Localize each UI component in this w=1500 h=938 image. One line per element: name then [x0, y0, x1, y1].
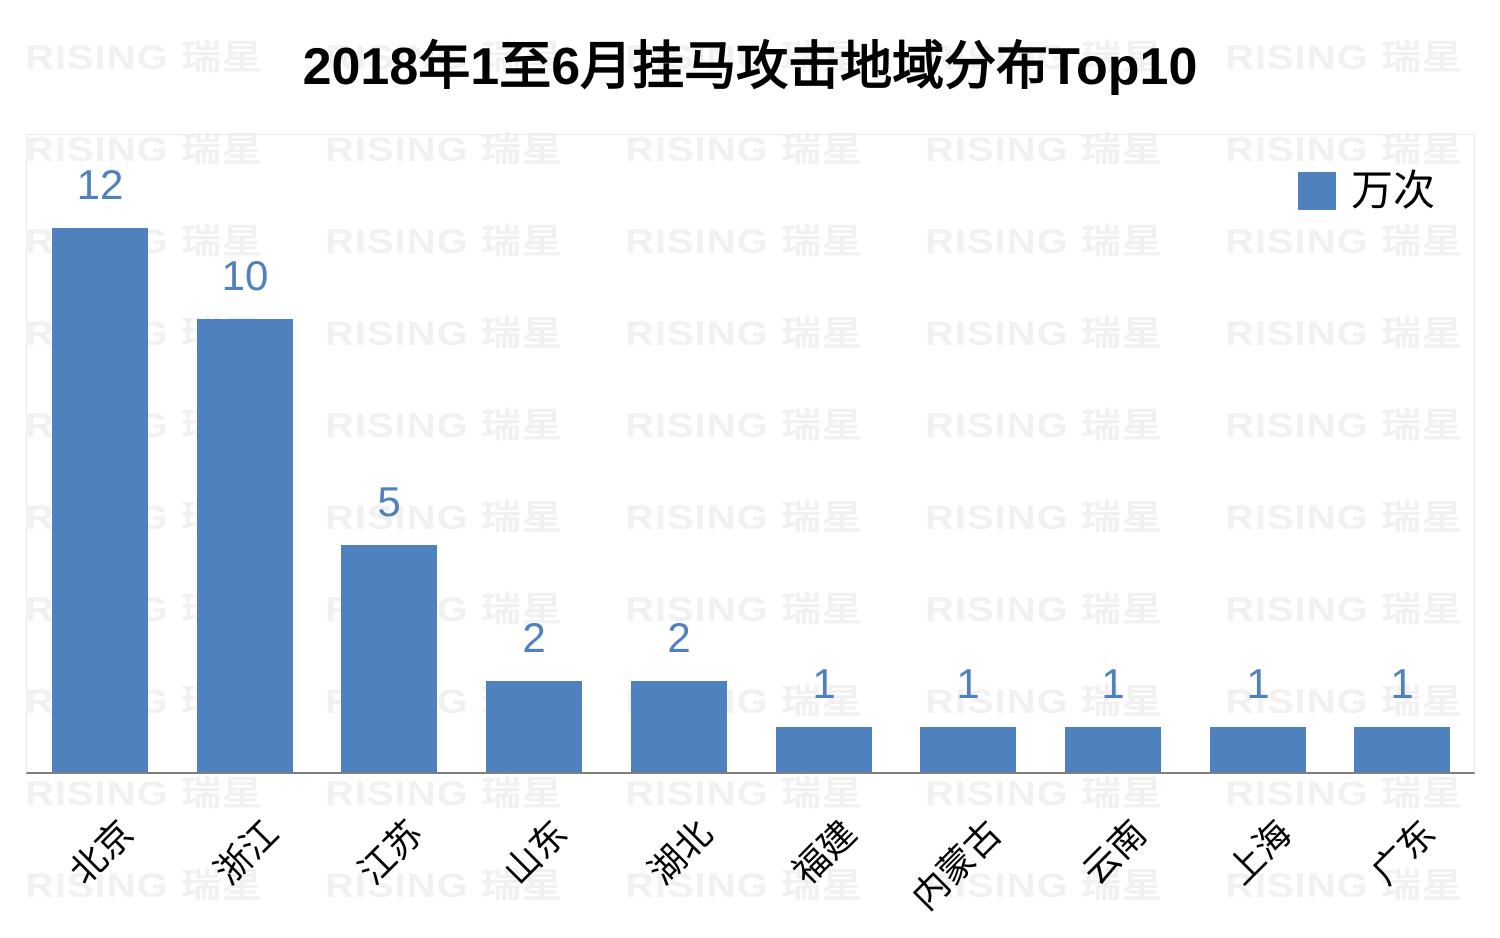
- watermark-text: RISING 瑞星: [925, 499, 1163, 537]
- bar-value-label: 2: [522, 614, 546, 661]
- watermark-text: RISING 瑞星: [925, 223, 1163, 261]
- bar-value-label: 1: [812, 660, 836, 707]
- watermark-text: RISING 瑞星: [625, 591, 863, 629]
- plot-area: 12 10 5 2 2 1 1 1 1 1: [26, 134, 1475, 774]
- bar: [486, 681, 582, 772]
- watermark-text: RISING 瑞星: [1225, 591, 1463, 629]
- watermark-text: RISING 瑞星: [625, 315, 863, 353]
- watermark-text: RISING 瑞星: [1225, 867, 1463, 905]
- watermark-text: RISING 瑞星: [1225, 315, 1463, 353]
- watermark-text: RISING 瑞星: [25, 867, 263, 905]
- bar-value-label: 10: [221, 252, 269, 299]
- watermark-text: RISING 瑞星: [625, 499, 863, 537]
- watermark-text: RISING 瑞星: [325, 867, 563, 905]
- watermark-text: RISING 瑞星: [925, 131, 1163, 169]
- watermark-text: RISING 瑞星: [625, 131, 863, 169]
- watermark-text: RISING 瑞星: [625, 223, 863, 261]
- watermark-text: RISING 瑞星: [325, 131, 563, 169]
- bar: [776, 727, 872, 772]
- watermark-row: RISING 瑞星 RISING 瑞星 RISING 瑞星 RISING 瑞星 RISI…: [25, 777, 1500, 817]
- watermark-text: RISING 瑞星: [25, 39, 263, 77]
- bar: [1354, 727, 1450, 772]
- bar: [1065, 727, 1161, 772]
- bar-value-label: 1: [1246, 660, 1270, 707]
- bar: [1210, 727, 1306, 772]
- x-axis-label: 内蒙古: [903, 812, 1010, 918]
- legend-swatch-icon: [1298, 172, 1336, 210]
- x-axis-label: 江苏: [350, 812, 431, 893]
- watermark-text: RISING 瑞星: [25, 131, 263, 169]
- watermark-row: RISING 瑞星 RISING 瑞星 RISING 瑞星 RISING 瑞星 RISI…: [25, 133, 1500, 173]
- bar: [341, 545, 437, 772]
- watermark-text: RISING 瑞星: [925, 39, 1163, 77]
- watermark-text: RISING 瑞星: [625, 775, 863, 813]
- watermark-text: RISING 瑞星: [1225, 131, 1463, 169]
- watermark-text: RISING 瑞星: [1225, 223, 1463, 261]
- bar-value-label: 12: [76, 161, 124, 208]
- watermark-text: RISING 瑞星: [325, 775, 563, 813]
- chart-title: 2018年1至6月挂马攻击地域分布Top10: [302, 38, 1198, 96]
- watermark-text: RISING 瑞星: [1225, 499, 1463, 537]
- bar: [197, 319, 293, 772]
- watermark-text: RISING 瑞星: [925, 315, 1163, 353]
- watermark-text: RISING 瑞星: [1225, 775, 1463, 813]
- legend: 万次: [1298, 170, 1435, 212]
- watermark-text: RISING 瑞星: [625, 39, 863, 77]
- bar-value-label: 1: [956, 660, 980, 707]
- x-axis-label: 浙江: [206, 812, 287, 893]
- watermark-text: RISING 瑞星: [325, 407, 563, 445]
- watermark-text: RISING 瑞星: [925, 867, 1163, 905]
- bar: [631, 681, 727, 772]
- watermark-text: RISING 瑞星: [25, 775, 263, 813]
- bar-value-label: 1: [1390, 660, 1414, 707]
- watermark-row: RISING 瑞星 RISING 瑞星 RISING 瑞星 RISING 瑞星 RISI…: [25, 869, 1500, 909]
- watermark-text: RISING 瑞星: [325, 223, 563, 261]
- watermark-text: RISING 瑞星: [925, 683, 1163, 721]
- watermark-text: RISING 瑞星: [325, 39, 563, 77]
- bar: [920, 727, 1016, 772]
- watermark-text: RISING 瑞星: [325, 499, 563, 537]
- x-axis-label: 广东: [1363, 812, 1444, 893]
- watermark-text: RISING 瑞星: [325, 315, 563, 353]
- watermark-text: RISING 瑞星: [625, 407, 863, 445]
- x-axis-label: 云南: [1074, 812, 1155, 893]
- x-axis-label: 福建: [784, 812, 865, 893]
- bar: [52, 228, 148, 772]
- bar-value-label: 1: [1101, 660, 1125, 707]
- watermark-text: RISING 瑞星: [625, 867, 863, 905]
- watermark-text: RISING 瑞星: [1225, 39, 1463, 77]
- watermark-text: RISING 瑞星: [1225, 683, 1463, 721]
- x-axis-label: 山东: [495, 812, 576, 893]
- watermark-text: RISING 瑞星: [1225, 407, 1463, 445]
- watermark-text: RISING 瑞星: [925, 407, 1163, 445]
- x-axis-label: 湖北: [640, 812, 721, 893]
- x-axis-label: 北京: [61, 812, 142, 893]
- watermark-text: RISING 瑞星: [925, 591, 1163, 629]
- bar-value-label: 2: [667, 614, 691, 661]
- x-axis-label: 上海: [1219, 812, 1300, 893]
- watermark-text: RISING 瑞星: [925, 775, 1163, 813]
- legend-label: 万次: [1351, 167, 1436, 214]
- watermark-row: RISING 瑞星 RISING 瑞星 RISING 瑞星 RISING 瑞星 RISI…: [25, 41, 1500, 81]
- bar-value-label: 5: [377, 478, 401, 525]
